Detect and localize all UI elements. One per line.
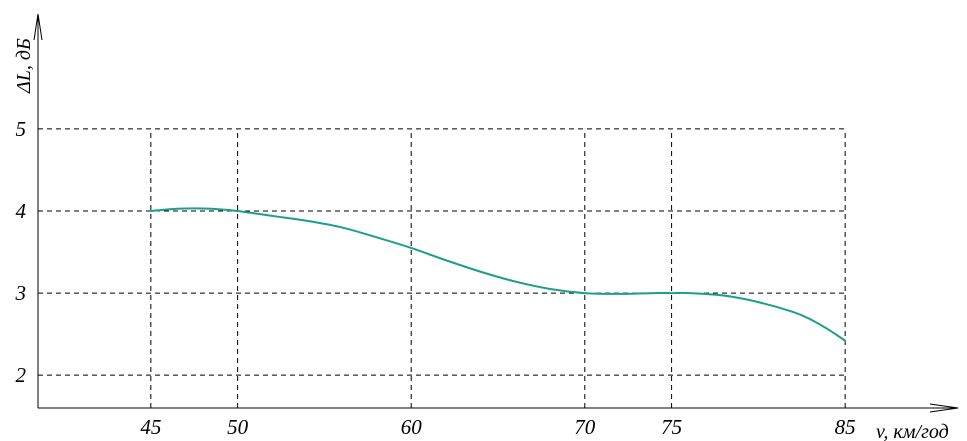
y-tick-label: 3 [15, 281, 27, 305]
grid [38, 128, 846, 408]
x-tick-label: 50 [227, 415, 249, 439]
axes [33, 13, 959, 413]
x-tick-label: 45 [140, 415, 161, 439]
x-tick-label: 60 [401, 415, 423, 439]
x-axis-title: v, км/год [876, 421, 949, 441]
y-tick-label: 5 [16, 117, 27, 141]
x-tick-label: 75 [661, 415, 682, 439]
y-axis-title: ΔL, дБ [13, 38, 35, 94]
series-layer [149, 207, 847, 342]
x-tick-label: 85 [835, 415, 856, 439]
y-axis-arrow-right [37, 13, 43, 41]
series-line [149, 207, 847, 342]
y-tick-label: 4 [16, 199, 27, 223]
x-tick-label: 70 [574, 415, 596, 439]
y-axis-arrow-left [33, 13, 39, 41]
x-axis-arrow-top [929, 403, 959, 409]
y-tick-label: 2 [16, 363, 27, 387]
x-axis-arrow-bottom [929, 407, 959, 413]
